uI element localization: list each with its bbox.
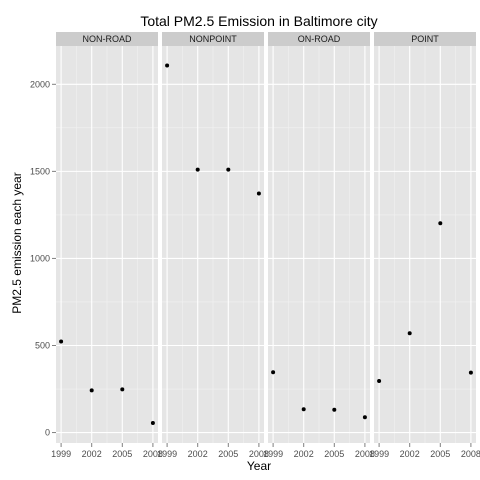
x-tick-label: 2005	[218, 449, 238, 459]
data-point	[226, 167, 231, 172]
data-point	[468, 370, 473, 375]
data-point	[377, 379, 382, 384]
y-tick-label: 1500	[30, 166, 50, 176]
data-point	[89, 388, 94, 393]
x-tick-label: 2002	[294, 449, 314, 459]
facet-panel-point: POINT 1999 2002 2005 2008	[369, 32, 480, 459]
x-tick-label: 2005	[324, 449, 344, 459]
x-tick-label: 2008	[143, 449, 163, 459]
facet-panel-nonpoint: NONPOINT 1999 2002 2005 2008	[157, 32, 269, 459]
x-tick-label: 1999	[51, 449, 71, 459]
y-tick-label: 500	[35, 340, 50, 350]
x-tick-label: 1999	[369, 449, 389, 459]
facet-panel-non-road: NON-ROAD 1999 2002 2005 2008	[51, 32, 163, 459]
data-point	[59, 339, 64, 344]
x-tick-label: 2008	[249, 449, 269, 459]
x-tick-label: 2005	[112, 449, 132, 459]
facet-strip-label: ON-ROAD	[298, 34, 341, 44]
facet-strip	[162, 32, 264, 46]
y-tick-label: 0	[45, 428, 50, 438]
facet-strip	[268, 32, 370, 46]
facet-panel-on-road: ON-ROAD 1999 2002 2005 2008	[263, 32, 375, 459]
x-tick-label: 2002	[82, 449, 102, 459]
x-tick-label: 1999	[157, 449, 177, 459]
y-axis: 0 500 1000 1500 2000	[30, 79, 56, 438]
facet-strip	[56, 32, 158, 46]
facet-strip-label: POINT	[411, 34, 439, 44]
x-tick-label: 2002	[188, 449, 208, 459]
y-axis-title: PM2.5 emission each year	[10, 172, 24, 313]
x-tick-label: 2008	[461, 449, 480, 459]
facet-strip-label: NON-ROAD	[83, 34, 132, 44]
chart-title: Total PM2.5 Emission in Baltimore city	[140, 13, 377, 29]
data-point	[120, 387, 125, 392]
y-tick-label: 2000	[30, 79, 50, 89]
data-point	[271, 370, 276, 375]
data-point	[438, 221, 443, 226]
x-tick-label: 2002	[400, 449, 420, 459]
x-tick-label: 2008	[355, 449, 375, 459]
facet-strip-label: NONPOINT	[189, 34, 237, 44]
facet-strip	[374, 32, 476, 46]
x-tick-label: 1999	[263, 449, 283, 459]
x-axis-title: Year	[247, 459, 271, 473]
facet-panels: NON-ROAD 1999 2002 2005 2008 NONPOINT 1999 2002…	[51, 32, 480, 459]
data-point	[332, 407, 337, 412]
data-point	[301, 407, 306, 412]
data-point	[150, 420, 155, 425]
x-tick-label: 2005	[430, 449, 450, 459]
data-point	[362, 415, 367, 420]
data-point	[256, 191, 261, 196]
data-point	[165, 63, 170, 68]
data-point	[407, 331, 412, 336]
data-point	[195, 167, 200, 172]
y-tick-label: 1000	[30, 253, 50, 263]
